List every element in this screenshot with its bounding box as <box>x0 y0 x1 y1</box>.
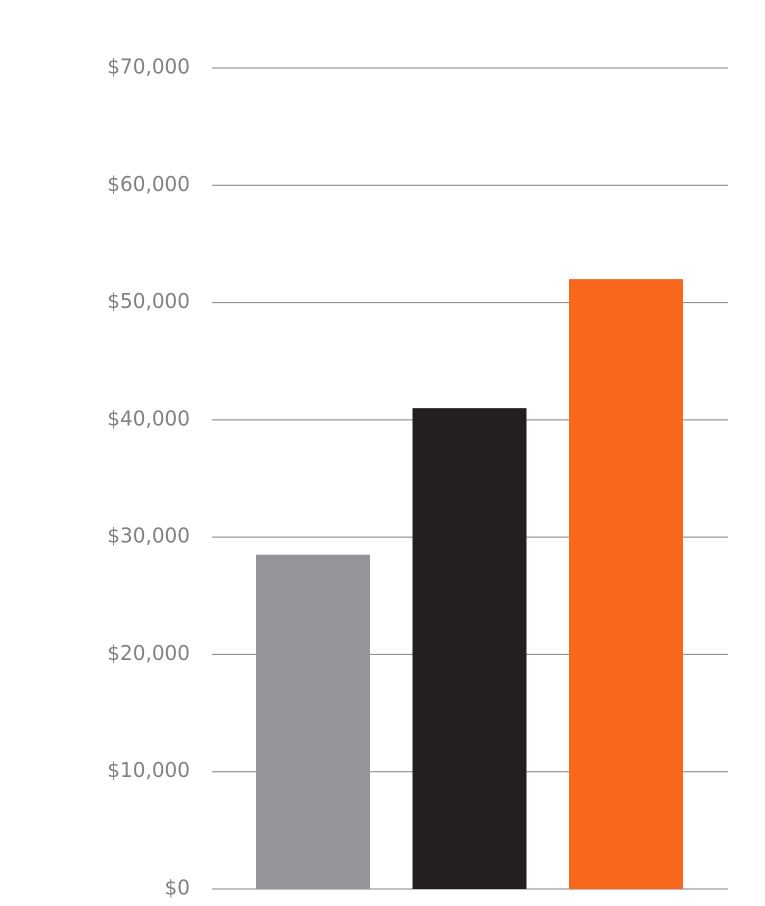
y-tick-label: $40,000 <box>107 406 190 430</box>
y-tick-label: $20,000 <box>107 641 190 665</box>
y-tick-label: $70,000 <box>107 55 190 79</box>
bar <box>569 279 683 890</box>
y-tick-label: $60,000 <box>107 172 190 196</box>
y-tick-label: $10,000 <box>107 758 190 782</box>
y-tick-label: $50,000 <box>107 289 190 313</box>
bar <box>412 408 527 889</box>
y-tick-label: $0 <box>165 876 190 900</box>
y-tick-label: $30,000 <box>107 524 190 548</box>
bar <box>256 554 370 889</box>
